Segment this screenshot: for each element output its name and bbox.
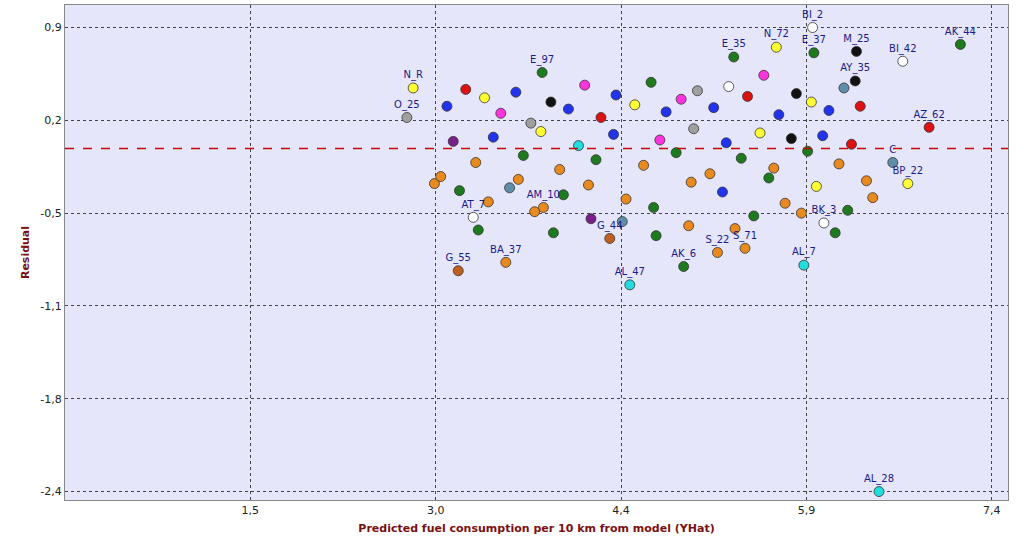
svg-text:AZ_62: AZ_62 [913,109,944,121]
svg-text:M_25: M_25 [843,33,869,45]
svg-text:AY_35: AY_35 [840,62,870,74]
svg-text:C: C [889,144,896,155]
svg-text:BK_3: BK_3 [812,204,837,216]
svg-text:AL_7: AL_7 [792,246,816,258]
svg-text:AL_47: AL_47 [615,266,645,278]
svg-text:G_55: G_55 [445,252,470,264]
svg-text:G_44: G_44 [597,220,622,232]
svg-text:AK_44: AK_44 [945,26,976,38]
svg-text:0,9: 0,9 [44,21,62,34]
svg-text:N_R: N_R [403,69,422,81]
svg-text:-2,4: -2,4 [40,485,61,498]
svg-text:AK_6: AK_6 [671,248,696,260]
svg-text:S_22: S_22 [705,234,729,246]
svg-text:AT_7: AT_7 [461,199,485,211]
svg-text:3,0: 3,0 [427,504,445,517]
svg-text:1,5: 1,5 [242,504,260,517]
svg-text:7,4: 7,4 [983,504,1001,517]
svg-text:Predicted fuel consumption per: Predicted fuel consumption per 10 km fro… [358,522,714,535]
svg-text:E_97: E_97 [530,54,554,66]
svg-text:-1,1: -1,1 [40,300,61,313]
svg-text:Residual: Residual [19,226,32,279]
svg-text:BA_37: BA_37 [490,244,521,256]
svg-text:5,9: 5,9 [798,504,816,517]
svg-text:-0,5: -0,5 [40,207,61,220]
svg-text:S_71: S_71 [733,230,757,242]
svg-text:N_72: N_72 [764,28,789,40]
svg-text:O_25: O_25 [394,99,420,111]
svg-text:0,2: 0,2 [44,114,62,127]
svg-text:E_37: E_37 [802,34,826,46]
svg-text:-1,8: -1,8 [40,393,61,406]
svg-text:BP_22: BP_22 [892,165,923,177]
svg-text:AL_28: AL_28 [864,473,894,485]
svg-text:E_35: E_35 [722,38,746,50]
svg-text:4,4: 4,4 [612,504,630,517]
svg-text:AM_10: AM_10 [527,189,560,201]
svg-text:BI_2: BI_2 [802,9,823,21]
svg-text:BI_42: BI_42 [889,43,917,55]
